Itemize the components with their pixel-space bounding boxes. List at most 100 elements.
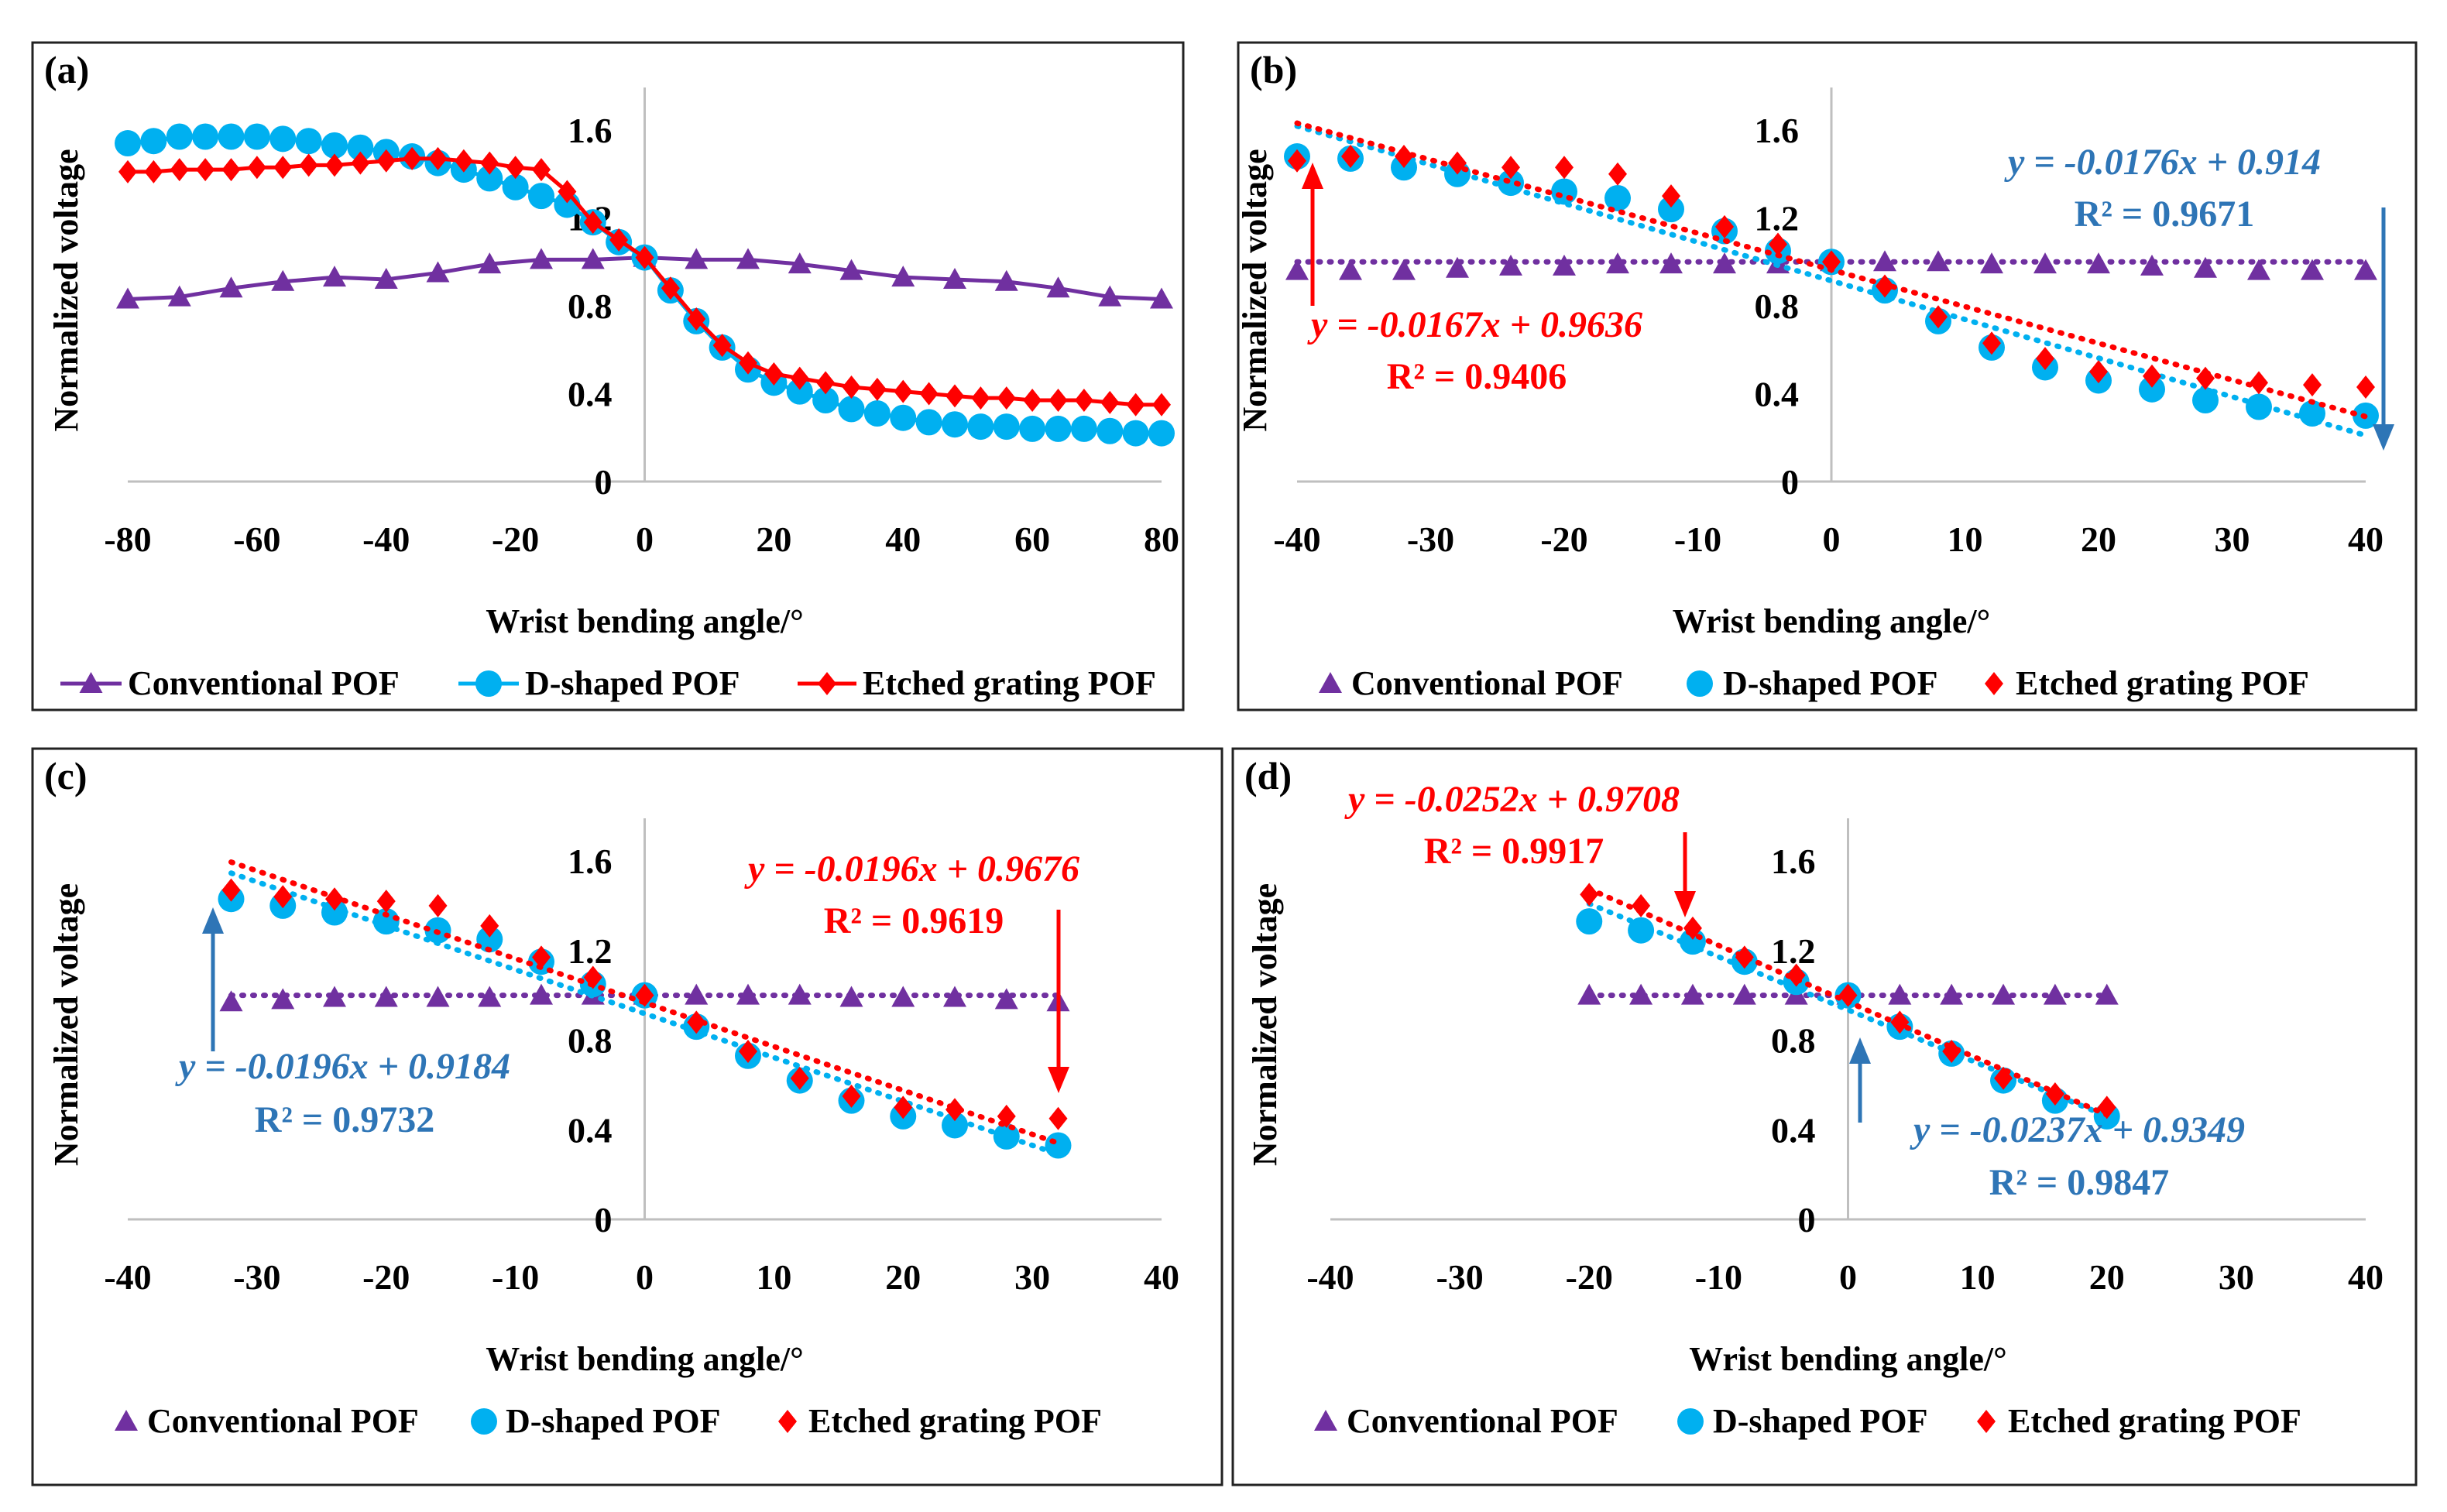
annotation-arrow-head: [1302, 163, 1323, 189]
data-point: [1929, 305, 1948, 329]
data-point: [530, 983, 553, 1005]
series-d-shaped-pof: [218, 870, 1072, 1159]
data-point: [894, 379, 913, 403]
x-tick-label: 10: [1960, 1257, 1996, 1297]
data-point: [839, 986, 863, 1007]
data-point: [1446, 256, 1469, 278]
legend-marker: [1687, 670, 1713, 697]
data-point: [374, 986, 398, 1007]
data-point: [838, 396, 865, 423]
data-point: [1097, 417, 1124, 444]
data-point: [1448, 151, 1467, 175]
data-point: [1680, 983, 1704, 1005]
data-point: [1285, 259, 1309, 280]
annotation-arrow: [1302, 163, 1323, 306]
data-point: [1786, 963, 1806, 987]
data-point: [1927, 250, 1950, 272]
data-point: [1658, 196, 1684, 223]
data-point: [1070, 415, 1097, 442]
legend-item: Etched grating POF: [798, 664, 1156, 702]
data-point: [1288, 149, 1306, 173]
data-point: [842, 375, 861, 399]
equation-annotation: y = -0.0196x + 0.9676 R² = 0.9619: [744, 849, 1079, 1093]
x-tick-label: -40: [104, 1257, 151, 1297]
data-point: [558, 180, 577, 204]
data-point: [218, 123, 245, 150]
x-tick-label: 20: [885, 1257, 921, 1297]
data-point: [788, 252, 812, 274]
data-point: [376, 890, 396, 914]
x-tick-label: 0: [636, 1257, 654, 1297]
data-point: [273, 156, 293, 180]
trendline: [1294, 123, 2369, 438]
data-point: [1341, 145, 1360, 169]
data-point: [1942, 1039, 1961, 1063]
annotation-arrow: [2373, 207, 2394, 451]
data-point: [530, 248, 553, 269]
data-point: [1873, 250, 1896, 272]
data-point: [1126, 393, 1145, 417]
data-point: [1994, 1066, 2013, 1090]
legend-item: Conventional POF: [1319, 664, 1623, 702]
data-point: [739, 351, 757, 375]
legend-label: D-shaped POF: [1723, 664, 1937, 702]
data-point: [1395, 145, 1413, 169]
legend-label: D-shaped POF: [506, 1402, 720, 1440]
legend-label: Etched grating POF: [2016, 664, 2309, 702]
data-point: [1980, 252, 2003, 274]
annotation-arrow-head: [1048, 1067, 1069, 1093]
data-point: [1553, 254, 1576, 276]
data-point: [1019, 415, 1046, 442]
y-tick-label: 1.2: [1771, 931, 1816, 971]
equation-annotation: y = -0.0176x + 0.914 R² = 0.9671: [2004, 142, 2394, 451]
data-point: [166, 123, 193, 150]
data-point: [2087, 252, 2110, 274]
data-point: [478, 252, 502, 274]
equation-annotation: y = -0.0252x + 0.9708 R² = 0.9917: [1344, 779, 1696, 917]
data-point: [221, 878, 241, 902]
data-point: [219, 990, 243, 1012]
legend-item: D-shaped POF: [1687, 664, 1937, 702]
x-tick-label: 40: [2348, 519, 2384, 559]
r-squared: R² = 0.9917: [1424, 831, 1604, 872]
legend-marker: [1319, 672, 1342, 693]
y-tick-label: 1.6: [568, 842, 613, 881]
data-point: [943, 986, 966, 1007]
data-point: [247, 156, 266, 180]
panel-c: (c) 0 0.4 0.8 1.2 1.6 -40 -30 -20 -10 0 10 20 30 40 Wri…: [31, 747, 1224, 1486]
x-tick-label: 0: [1823, 519, 1841, 559]
x-tick-label: -20: [1566, 1257, 1613, 1297]
data-point: [192, 123, 219, 150]
data-point: [428, 893, 448, 917]
data-point: [635, 245, 654, 269]
legend-label: D-shaped POF: [525, 664, 740, 702]
data-point: [1606, 252, 1629, 274]
data-point: [1098, 285, 1122, 307]
x-tick-label: 10: [1948, 519, 1983, 559]
panel-label: (a): [44, 48, 89, 91]
legend-marker: [1985, 672, 2003, 695]
y-tick-label: 0: [595, 462, 613, 502]
legend-item: Etched grating POF: [1985, 664, 2309, 702]
data-point: [1992, 983, 2016, 1005]
data-point: [942, 1112, 968, 1139]
annotation-arrow-head: [2373, 424, 2394, 451]
x-tick-label: 40: [2348, 1257, 2384, 1297]
data-point: [426, 986, 450, 1007]
legend: Conventional POF D-shaped POF Etched grati…: [1314, 1402, 2301, 1440]
data-point: [1074, 389, 1093, 413]
x-tick-label: -30: [1436, 1257, 1483, 1297]
data-point: [812, 387, 839, 414]
data-point: [712, 334, 732, 358]
x-tick-label: -20: [362, 1257, 410, 1297]
data-point: [196, 158, 215, 182]
data-point: [1499, 254, 1522, 276]
data-point: [2250, 371, 2268, 395]
panel-d: (d) 0 0.4 0.8 1.2 1.6 -40 -30 -20 -10 0 10 20 30 40 Wri…: [1231, 747, 2418, 1486]
data-point: [323, 986, 346, 1007]
data-point: [1148, 420, 1175, 447]
data-point: [764, 362, 784, 386]
data-point: [2303, 373, 2322, 397]
data-point: [739, 1039, 757, 1063]
panel-label: (b): [1250, 48, 1297, 91]
